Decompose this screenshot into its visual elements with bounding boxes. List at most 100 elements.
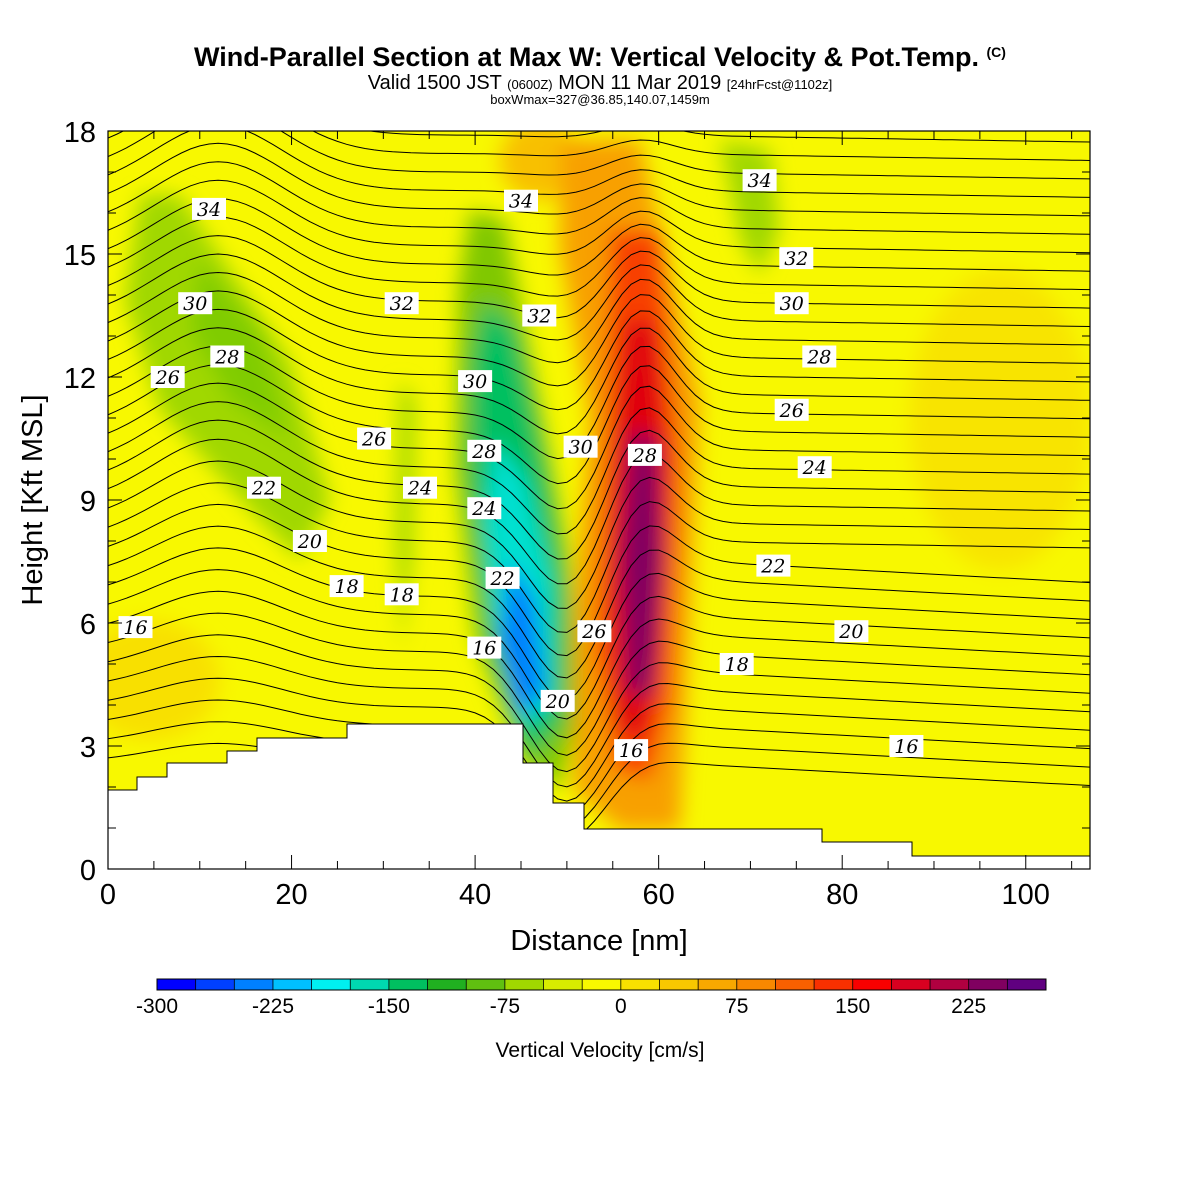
contour-label-text: 34 xyxy=(748,170,772,192)
theta-contour xyxy=(108,253,1090,341)
theta-contour xyxy=(108,345,1090,460)
theta-contour xyxy=(108,131,1090,180)
colorbar-swatch xyxy=(930,979,970,990)
colorbar-swatch xyxy=(195,979,235,990)
x-tick-label: 80 xyxy=(826,879,858,911)
y-tick-label: 9 xyxy=(80,486,96,518)
contour-label-text: 26 xyxy=(581,621,606,643)
contour-label-text: 28 xyxy=(471,441,496,463)
chart-title: Wind-Parallel Section at Max W: Vertical… xyxy=(0,42,1200,73)
y-tick-label: 0 xyxy=(80,855,96,887)
colorbar-swatch xyxy=(852,979,892,990)
contour-label: 20 xyxy=(540,689,575,713)
terrain xyxy=(108,723,1090,869)
colorbar-swatch xyxy=(234,979,274,990)
x-tick-label: 0 xyxy=(100,879,116,911)
weak-updraft-left xyxy=(108,620,220,740)
contour-label-bg xyxy=(192,197,226,220)
theta-contour xyxy=(108,634,1090,773)
x-tick-label: 40 xyxy=(459,879,491,911)
colorbar-swatch xyxy=(620,979,660,990)
colorbar-swatch xyxy=(775,979,815,990)
contour-label-bg xyxy=(802,345,837,368)
colorbar-swatch xyxy=(814,979,854,990)
colorbar-swatch xyxy=(466,979,506,990)
contour-label-bg xyxy=(540,689,575,712)
colorbar-tick-label: -225 xyxy=(252,995,294,1018)
colorbar-swatch xyxy=(273,979,313,990)
valid-prefix: Valid 1500 JST xyxy=(367,72,502,94)
contour-label-bg xyxy=(614,739,649,762)
colorbar-swatch xyxy=(968,979,1008,990)
colorbar-swatch xyxy=(736,979,776,990)
contour-label: 22 xyxy=(247,476,281,500)
contour-label: 24 xyxy=(403,476,437,500)
theta-contour xyxy=(108,677,1090,802)
valid-date: MON 11 Mar 2019 xyxy=(558,72,722,94)
valid-z: (0600Z) xyxy=(507,77,553,92)
contour-label-text: 32 xyxy=(527,306,551,328)
contour-label-bg xyxy=(384,292,419,315)
contour-label-text: 20 xyxy=(297,531,322,553)
contour-label-text: 16 xyxy=(894,736,918,758)
contour-label-bg xyxy=(247,476,281,499)
contour-label-text: 20 xyxy=(838,621,863,643)
theta-contour-labels: 34 30 28 26 22 20 18 16 32 26 24 18 34 32 30 28 24 22 16 20… xyxy=(118,169,924,762)
contour-label-bg xyxy=(329,575,364,598)
contour-label-text: 26 xyxy=(361,429,386,451)
colorbar-swatch xyxy=(311,979,351,990)
contour-label-bg xyxy=(774,292,809,315)
contour-label: 30 xyxy=(178,292,213,315)
title-text: Wind-Parallel Section at Max W: Vertical… xyxy=(194,42,979,72)
contour-label: 16 xyxy=(614,739,649,762)
contour-label-bg xyxy=(834,620,869,643)
title-mark: (C) xyxy=(986,44,1006,60)
contour-label-text: 26 xyxy=(155,367,180,389)
contour-label-text: 28 xyxy=(632,445,657,467)
colorbar-swatch xyxy=(157,979,197,990)
contour-label-bg xyxy=(797,456,832,479)
contour-label-bg xyxy=(467,497,502,520)
y-tick-label: 3 xyxy=(80,732,96,764)
contour-label: 16 xyxy=(889,735,924,758)
x-tick-label: 100 xyxy=(1002,879,1050,911)
theta-contour xyxy=(108,235,1090,319)
contour-label-bg xyxy=(577,620,612,643)
contour-label-bg xyxy=(403,476,437,499)
contour-label-bg xyxy=(118,616,153,639)
contour-label-bg xyxy=(779,247,814,270)
colorbar-tick-label: 150 xyxy=(835,995,870,1018)
contour-label-text: 24 xyxy=(802,457,827,479)
contour-label-bg xyxy=(467,439,502,462)
contour-label-bg xyxy=(458,370,493,393)
contour-label: 26 xyxy=(577,620,612,643)
contour-label: 32 xyxy=(522,304,557,328)
updraft-main-core xyxy=(622,430,662,700)
contour-label-text: 18 xyxy=(390,584,414,606)
contour-label-text: 34 xyxy=(509,191,533,213)
contour-label-bg xyxy=(504,189,538,212)
theta-contour xyxy=(108,482,1090,633)
colorbar-swatch xyxy=(698,979,738,990)
theta-contour xyxy=(108,271,1090,364)
box-info: boxWmax=327@36.85,140.07,1459m xyxy=(490,92,710,107)
contour-label-text: 20 xyxy=(545,691,570,713)
weak-updraft-right xyxy=(910,270,1090,570)
contour-label-bg xyxy=(178,292,213,315)
colorbar-frame xyxy=(156,978,1047,991)
contour-label-bg xyxy=(742,169,777,192)
contour-label-text: 16 xyxy=(123,617,147,639)
theta-contour xyxy=(108,612,1090,756)
contour-label-bg xyxy=(210,345,245,368)
theta-contour xyxy=(108,401,1090,535)
theta-contour xyxy=(108,51,1090,124)
contour-label: 26 xyxy=(774,398,809,422)
contour-label-bg xyxy=(357,427,392,450)
contour-label-text: 24 xyxy=(471,498,496,520)
colorbar-swatch xyxy=(543,979,583,990)
colorbar-swatch xyxy=(350,979,390,990)
x-axis-label: Distance [nm] xyxy=(510,925,687,957)
x-tick-label: 60 xyxy=(643,879,675,911)
contour-label: 28 xyxy=(802,345,837,369)
